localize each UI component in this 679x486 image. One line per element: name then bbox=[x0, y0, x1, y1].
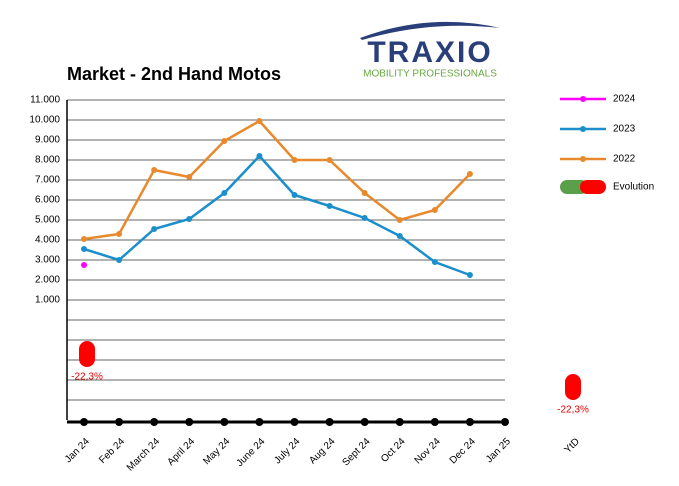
data-point bbox=[466, 171, 473, 177]
data-point bbox=[256, 153, 263, 159]
data-point bbox=[221, 138, 228, 144]
evolution-label: -22,3% bbox=[71, 372, 103, 383]
x-tick-label: Feb 24 bbox=[97, 436, 127, 466]
y-tick-label: 5.000 bbox=[35, 215, 60, 226]
logo-swoosh bbox=[360, 21, 500, 40]
legend-dot bbox=[580, 96, 586, 102]
data-point bbox=[326, 157, 333, 163]
legend-label: Evolution bbox=[613, 182, 654, 193]
x-tick-dot bbox=[150, 418, 159, 426]
x-tick-dot bbox=[80, 418, 88, 426]
data-point bbox=[431, 259, 438, 265]
y-tick-label: 8.000 bbox=[35, 155, 60, 166]
x-tick-label: Aug 24 bbox=[307, 436, 337, 466]
series-line bbox=[83, 119, 471, 241]
legend-dot bbox=[580, 126, 586, 132]
data-point bbox=[116, 257, 123, 263]
data-point bbox=[361, 215, 368, 221]
x-tick-dot bbox=[360, 418, 369, 426]
data-point bbox=[221, 190, 228, 196]
y-tick-label: 11.000 bbox=[30, 95, 60, 106]
data-point bbox=[116, 231, 123, 237]
data-point bbox=[291, 157, 298, 163]
data-point bbox=[396, 233, 403, 239]
data-point bbox=[256, 118, 263, 124]
y-tick-label: 2.000 bbox=[35, 275, 60, 286]
x-tick-label: Nov 24 bbox=[413, 436, 443, 466]
x-tick-dot bbox=[395, 418, 404, 426]
x-tick-dot bbox=[465, 418, 474, 426]
ytd-value-label: -22,3% bbox=[557, 405, 589, 416]
logo: TRAXIO MOBILITY PROFESSIONALS bbox=[360, 21, 500, 80]
legend-label: 2022 bbox=[613, 154, 636, 165]
x-tick-label: July 24 bbox=[272, 436, 302, 466]
x-tick-dot bbox=[325, 418, 334, 426]
y-tick-label: 6.000 bbox=[35, 195, 60, 206]
x-tick-dot bbox=[501, 418, 509, 426]
data-point bbox=[361, 190, 368, 196]
data-point bbox=[81, 262, 87, 268]
x-tick-label: Jan 25 bbox=[484, 436, 513, 465]
x-tick-dot bbox=[290, 418, 299, 426]
x-tick-dot bbox=[220, 418, 229, 426]
x-tick-label: Dec 24 bbox=[448, 436, 478, 466]
data-point bbox=[151, 167, 158, 173]
x-tick-label: Oct 24 bbox=[379, 436, 408, 465]
data-point bbox=[291, 192, 298, 198]
y-tick-label: 7.000 bbox=[35, 175, 60, 186]
x-tick-label: April 24 bbox=[165, 436, 197, 468]
logo-text: TRAXIO bbox=[367, 36, 492, 69]
x-tick-dot bbox=[115, 418, 124, 426]
y-tick-label: 3.000 bbox=[35, 255, 60, 266]
logo-tagline: MOBILITY PROFESSIONALS bbox=[363, 69, 497, 80]
data-point bbox=[151, 226, 158, 232]
ytd-label: YtD bbox=[562, 436, 582, 456]
data-point bbox=[81, 246, 87, 252]
data-point bbox=[81, 236, 87, 242]
legend-label: 2023 bbox=[613, 124, 636, 135]
x-tick-label: May 24 bbox=[201, 436, 232, 467]
chart-title: Market - 2nd Hand Motos bbox=[67, 64, 281, 84]
data-point bbox=[326, 203, 333, 209]
evolution-pill bbox=[79, 341, 95, 367]
data-point bbox=[396, 217, 403, 223]
y-tick-label: 4.000 bbox=[35, 235, 60, 246]
legend-dot bbox=[580, 156, 586, 162]
x-tick-label: June 24 bbox=[234, 436, 267, 469]
legend-evolution-red bbox=[580, 180, 606, 194]
x-tick-dot bbox=[255, 418, 264, 426]
legend-label: 2024 bbox=[613, 94, 636, 105]
data-point bbox=[186, 216, 193, 222]
x-tick-label: Sept 24 bbox=[340, 436, 372, 468]
y-tick-label: 1.000 bbox=[35, 295, 60, 306]
x-tick-dot bbox=[185, 418, 194, 426]
data-point bbox=[431, 207, 438, 213]
x-tick-label: Jan 24 bbox=[63, 436, 92, 465]
x-tick-label: March 24 bbox=[125, 436, 163, 474]
series-line bbox=[83, 154, 471, 277]
data-point bbox=[466, 272, 473, 278]
ytd-pill bbox=[565, 374, 581, 400]
x-tick-dot bbox=[430, 418, 439, 426]
y-tick-label: 9.000 bbox=[35, 135, 60, 146]
y-tick-label: 10.000 bbox=[29, 115, 60, 126]
data-point bbox=[186, 174, 193, 180]
